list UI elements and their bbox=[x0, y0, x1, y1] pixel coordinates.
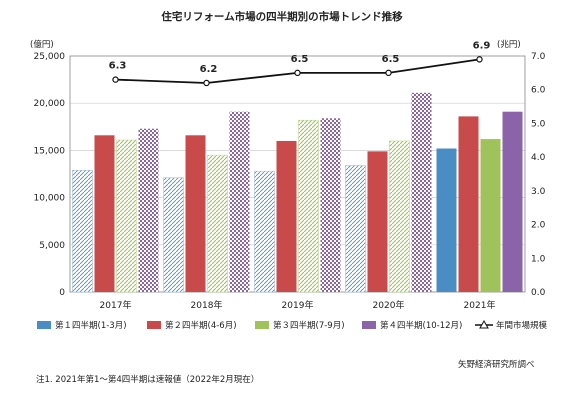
bar-4-5 bbox=[502, 111, 523, 292]
x-axis: 2017年 2018年 2019年 2020年 2021年 bbox=[100, 299, 496, 311]
bar-4-2 bbox=[229, 111, 250, 292]
bar-2-3 bbox=[276, 140, 297, 292]
bar-2-1 bbox=[94, 135, 115, 292]
bar-3-3 bbox=[298, 119, 319, 293]
annual-value-label: 6.5 bbox=[382, 54, 400, 65]
annual-point bbox=[385, 69, 392, 77]
right-tick-label: 3.0 bbox=[531, 187, 546, 197]
legend-swatch-1 bbox=[37, 321, 51, 329]
legend-label-4: 第４四半期(10-12月) bbox=[380, 320, 462, 331]
legend-line-marker bbox=[479, 319, 489, 329]
right-tick-label: 7.0 bbox=[531, 52, 546, 62]
bar-4-4 bbox=[411, 92, 432, 292]
annual-point bbox=[294, 69, 301, 77]
left-tick-label: 10,000 bbox=[34, 194, 66, 204]
annual-point bbox=[112, 76, 119, 83]
annual-value-label: 6.3 bbox=[109, 61, 127, 72]
left-tick-label: 25,000 bbox=[34, 52, 66, 62]
right-tick-label: 2.0 bbox=[531, 221, 546, 231]
right-tick-label: 5.0 bbox=[531, 119, 546, 129]
bar-1-1 bbox=[72, 169, 93, 293]
right-tick-label: 1.0 bbox=[531, 254, 546, 264]
bar-3-4 bbox=[389, 140, 410, 293]
bar-1-4 bbox=[345, 165, 366, 293]
bar-2-4 bbox=[367, 151, 388, 292]
legend-swatch-2 bbox=[147, 321, 161, 329]
bar-3-5 bbox=[480, 139, 501, 292]
left-axis: 0 5,000 10,000 15,000 20,000 25,000 bbox=[34, 52, 66, 298]
annual-market-line: 6.3 6.2 6.5 6.5 6.9 bbox=[109, 40, 491, 87]
left-tick-label: 5,000 bbox=[39, 241, 65, 251]
left-tick-label: 0 bbox=[59, 288, 65, 298]
bar-1-5 bbox=[436, 148, 457, 292]
bar-1-3 bbox=[254, 170, 275, 293]
bar-2-5 bbox=[458, 116, 479, 292]
right-axis: 0.0 1.0 2.0 3.0 4.0 5.0 6.0 7.0 bbox=[531, 52, 546, 298]
left-axis-unit: (億円) bbox=[30, 39, 54, 50]
x-category-label: 2019年 bbox=[282, 299, 314, 311]
annual-value-label: 6.9 bbox=[473, 40, 491, 51]
annual-value-label: 6.2 bbox=[200, 64, 218, 75]
legend-label-1: 第１四半期(1-3月) bbox=[55, 320, 127, 331]
grid-lines bbox=[70, 102, 525, 246]
source-note: 矢野経済研究所調べ bbox=[458, 360, 535, 370]
annual-point bbox=[476, 56, 483, 63]
bars-layer bbox=[72, 92, 523, 293]
plot-frame bbox=[69, 55, 526, 293]
right-tick-label: 0.0 bbox=[531, 288, 546, 298]
left-tick-label: 15,000 bbox=[34, 146, 66, 156]
bar-4-3 bbox=[320, 118, 341, 292]
annual-point bbox=[203, 79, 210, 87]
x-category-label: 2018年 bbox=[191, 299, 223, 311]
legend-swatch-4 bbox=[362, 321, 376, 329]
bar-4-1 bbox=[138, 128, 159, 292]
right-axis-unit: (兆円) bbox=[497, 39, 521, 50]
legend-swatch-3 bbox=[255, 321, 269, 329]
bar-3-1 bbox=[116, 139, 137, 293]
right-tick-label: 6.0 bbox=[531, 86, 546, 96]
bar-1-2 bbox=[163, 177, 184, 293]
legend-label-3: 第３四半期(7-9月) bbox=[273, 320, 345, 331]
chart-title: 住宅リフォーム市場の四半期別の市場トレンド推移 bbox=[161, 10, 403, 23]
annual-value-label: 6.5 bbox=[291, 54, 309, 65]
legend-label-line: 年間市場規模 bbox=[496, 320, 548, 331]
legend: 第１四半期(1-3月) 第２四半期(4-6月) 第３四半期(7-9月) 第４四半期(1… bbox=[37, 319, 548, 331]
right-tick-label: 4.0 bbox=[531, 153, 546, 163]
left-tick-label: 20,000 bbox=[34, 99, 66, 109]
footnote: 注1. 2021年第1～第4四半期は速報値（2022年2月現在） bbox=[36, 375, 260, 385]
x-category-label: 2017年 bbox=[100, 299, 132, 311]
bar-2-2 bbox=[185, 135, 206, 292]
legend-label-2: 第２四半期(4-6月) bbox=[165, 320, 237, 331]
x-category-label: 2020年 bbox=[373, 299, 405, 311]
x-category-label: 2021年 bbox=[464, 299, 496, 311]
bar-3-2 bbox=[207, 154, 228, 293]
